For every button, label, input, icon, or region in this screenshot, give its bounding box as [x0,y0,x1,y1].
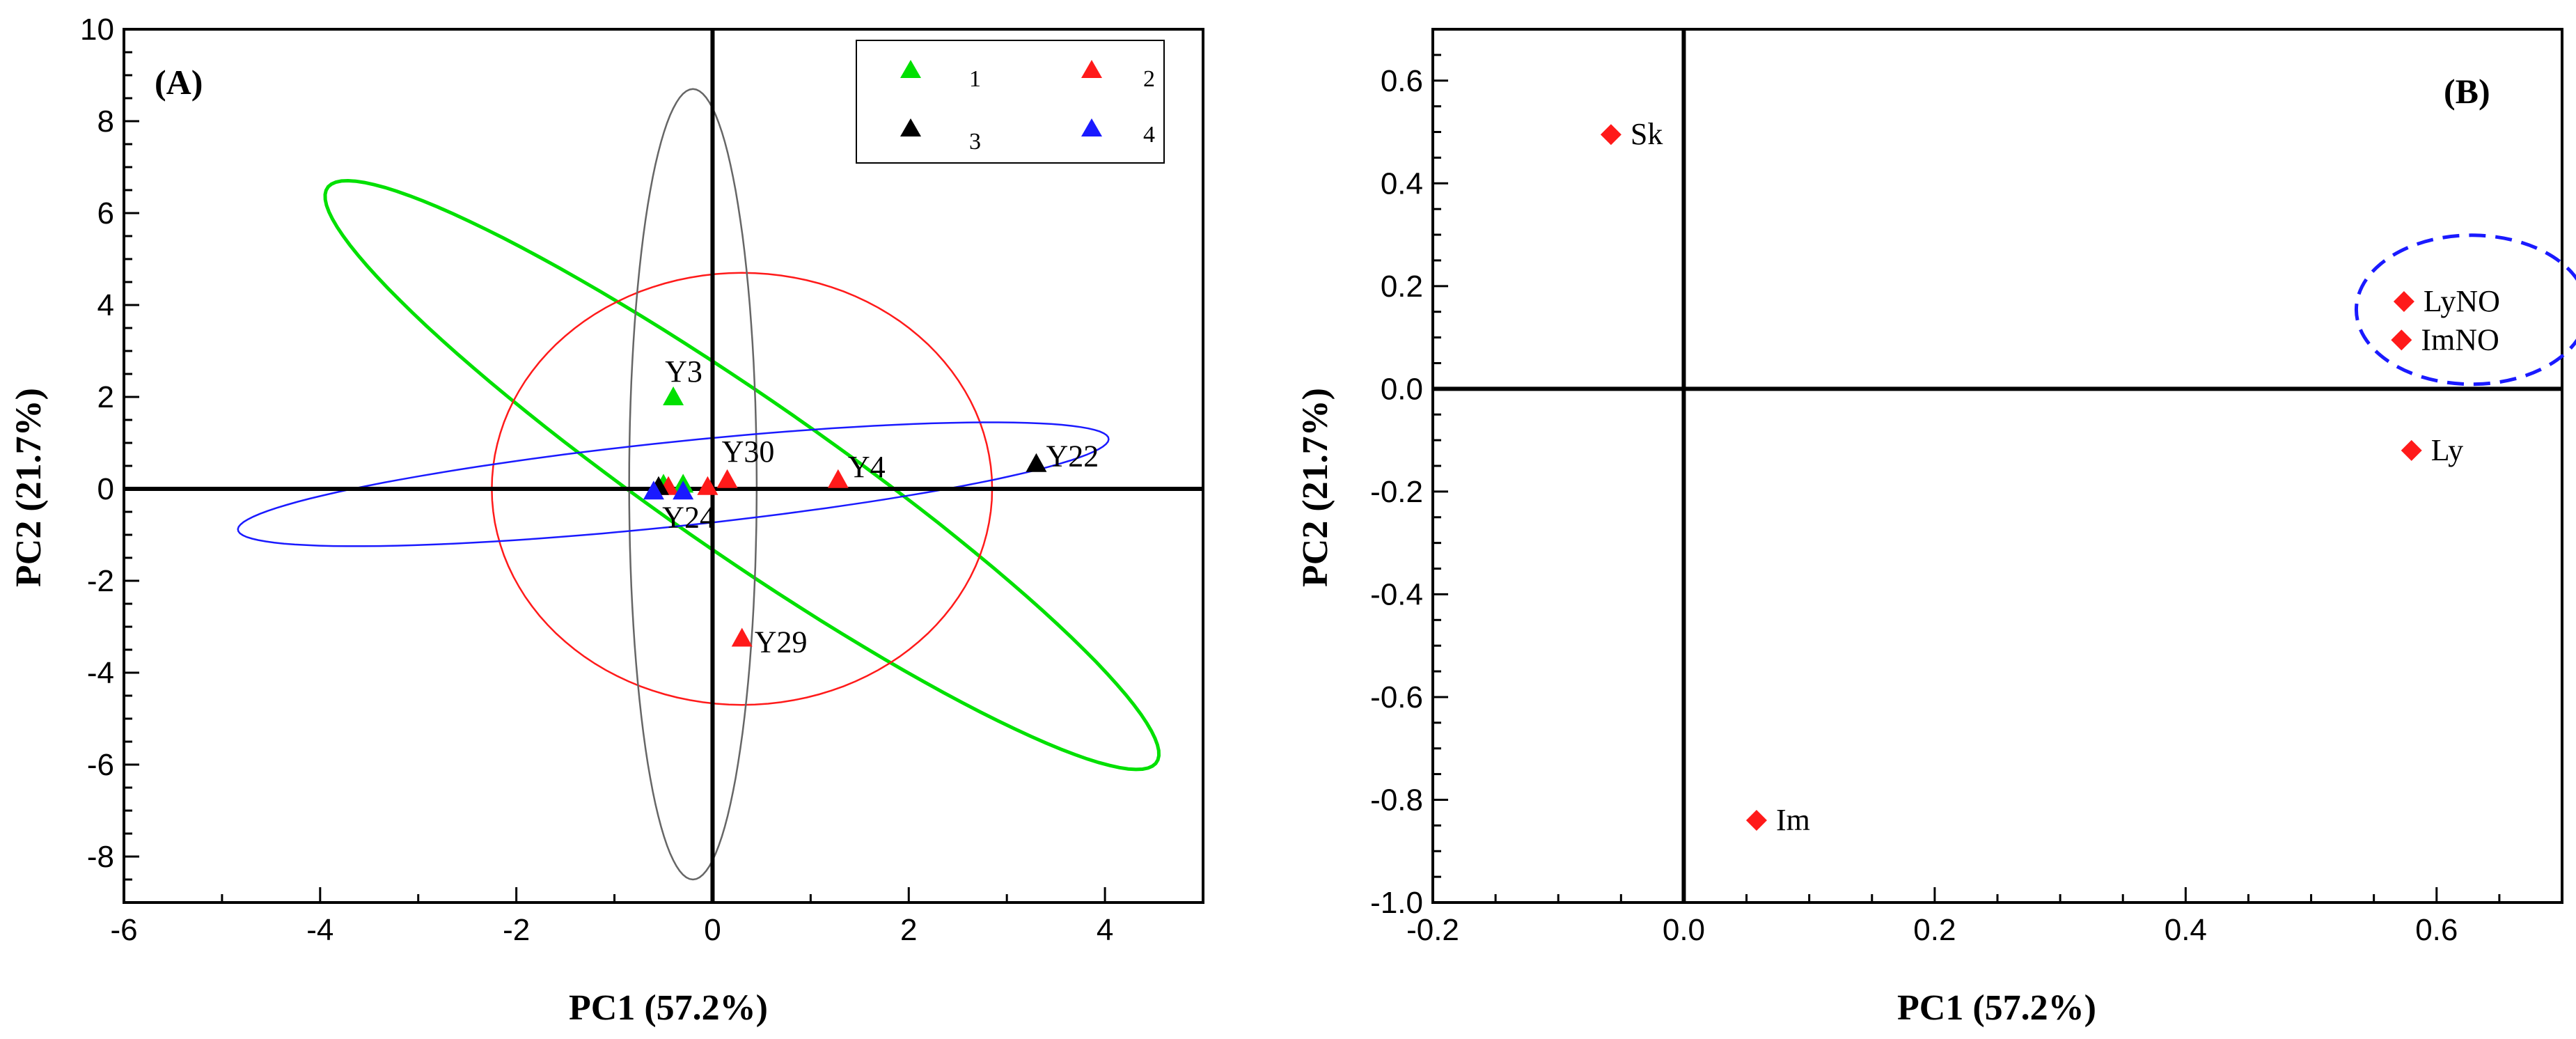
data-point-group-3 [1026,453,1047,472]
panel-b-y-tick-label: 0.0 [1381,372,1423,406]
panel-a-x-tick-label: -2 [503,913,530,947]
point-label: Y30 [722,435,775,469]
panel-b-zero-lines [1433,29,2562,903]
data-point-group-1 [663,386,684,405]
panel-a-ticks: -6 -4 -2 0 2 4 -8 -6 -4 -2 0 2 4 6 8 10 [80,13,1204,947]
data-point-group-4 [643,481,664,500]
panel-b-y-tick-label: -1.0 [1370,886,1423,920]
legend-marker-4 [1081,118,1102,136]
panel-b-points: Sk LyNO ImNO Ly Im [1600,117,2500,837]
panel-b-highlight [2354,233,2576,386]
panel-b-label: (B) [2444,72,2490,111]
legend-marker-1 [900,60,921,78]
data-point-group-2 [731,627,753,647]
panel-b-x-tick-label: 0.6 [2415,913,2458,947]
panel-a-y-tick-label: 10 [80,13,114,47]
data-point-group-2 [716,469,738,488]
legend-marker-2 [1081,60,1102,78]
panel-a-y-tick-label: 0 [97,472,114,506]
panel-a-y-tick-label: 2 [97,380,114,414]
point-label-ly: Ly [2431,433,2463,467]
panel-a-label: (A) [155,63,203,102]
panel-b-y-tick-label: -0.2 [1370,475,1423,509]
panel-a-ellipses [237,88,1161,881]
panel-b-y-tick-label: 0.4 [1381,166,1423,201]
confidence-ellipse-group-1 [323,178,1161,772]
legend-marker-3 [900,118,921,136]
panel-a-y-tick-label: -2 [87,564,114,598]
point-label-lyno: LyNO [2424,284,2500,318]
panel-b-y-axis-title: PC2 (21.7%) [1296,388,1335,587]
panel-b-y-tick-label: -0.6 [1370,680,1423,714]
data-point-group-2 [697,476,718,495]
panel-b-y-tick-label: 0.2 [1381,269,1423,304]
panel-a-y-tick-label: 8 [97,104,114,139]
panel-b-y-tick-label: 0.6 [1381,64,1423,98]
panel-a-y-tick-label: -4 [87,656,114,690]
panel-b-x-axis-title: PC1 (57.2%) [1897,988,2096,1028]
data-point-group-4 [673,481,694,500]
panel-b-frame [1431,28,2563,904]
panel-a-points: Y3 Y30 Y4 Y29 Y22 Y24 [643,354,1099,659]
data-point-imno [2391,329,2412,351]
point-label-imno: ImNO [2421,322,2499,357]
point-label: Y4 [848,450,886,484]
panel-a-chart: -6 -4 -2 0 2 4 -8 -6 -4 -2 0 2 4 6 8 10 Y3 Y30 Y4 Y29 Y22 Y2… [9,13,1204,1028]
legend-label-3: 3 [969,129,981,155]
data-point-group-2 [827,469,849,488]
panel-b-y-tick-label: -0.8 [1370,783,1423,817]
panel-a-y-tick-label: 6 [97,196,114,231]
legend-label-2: 2 [1143,66,1155,92]
panel-a-legend: 1 2 3 4 [856,40,1165,164]
panel-a-y-tick-label: 4 [97,288,114,322]
panel-b-x-tick-label: 0.0 [1663,913,1705,947]
panel-a-x-axis-title: PC1 (57.2%) [569,988,768,1028]
legend-label-4: 4 [1143,122,1155,148]
panel-b-chart: -0.2 0.0 0.2 0.4 0.6 -1.0 -0.8 -0.6 -0.4 -0.2 0.0 0… [1296,28,2576,1028]
panel-b-y-tick-label: -0.4 [1370,577,1423,611]
panel-a-x-tick-label: 2 [900,913,917,947]
panel-a-x-tick-label: 4 [1097,913,1113,947]
point-label: Y3 [665,354,702,389]
point-label: Y29 [755,625,808,659]
highlight-ellipse [2354,233,2576,386]
panel-a-x-tick-label: 0 [704,913,721,947]
data-point-sk [1600,124,1621,146]
legend-label-1: 1 [969,66,981,92]
data-point-ly [2401,439,2422,461]
panel-a-y-tick-label: -8 [87,840,114,874]
panel-a-y-axis-title: PC2 (21.7%) [9,388,49,587]
panel-b-x-tick-label: 0.2 [1913,913,1956,947]
data-point-lyno [2393,290,2414,312]
panel-b-ticks: -0.2 0.0 0.2 0.4 0.6 -1.0 -0.8 -0.6 -0.4 -0.2 0.0 0… [1370,28,2563,947]
panel-a-y-tick-label: -6 [87,748,114,782]
confidence-ellipse-group-4 [237,421,1110,547]
panel-b-x-tick-label: -0.2 [1406,913,1459,947]
data-point-im [1745,809,1767,831]
legend-box [856,40,1165,164]
panel-a-x-tick-label: -6 [110,913,137,947]
confidence-ellipse-group-3 [628,88,758,881]
point-label: Y24 [662,500,715,534]
panel-b-x-tick-label: 0.4 [2165,913,2207,947]
point-label-im: Im [1776,803,1810,837]
point-label-sk: Sk [1631,117,1663,151]
point-label: Y22 [1046,439,1099,474]
panel-a-x-tick-label: -4 [306,913,333,947]
